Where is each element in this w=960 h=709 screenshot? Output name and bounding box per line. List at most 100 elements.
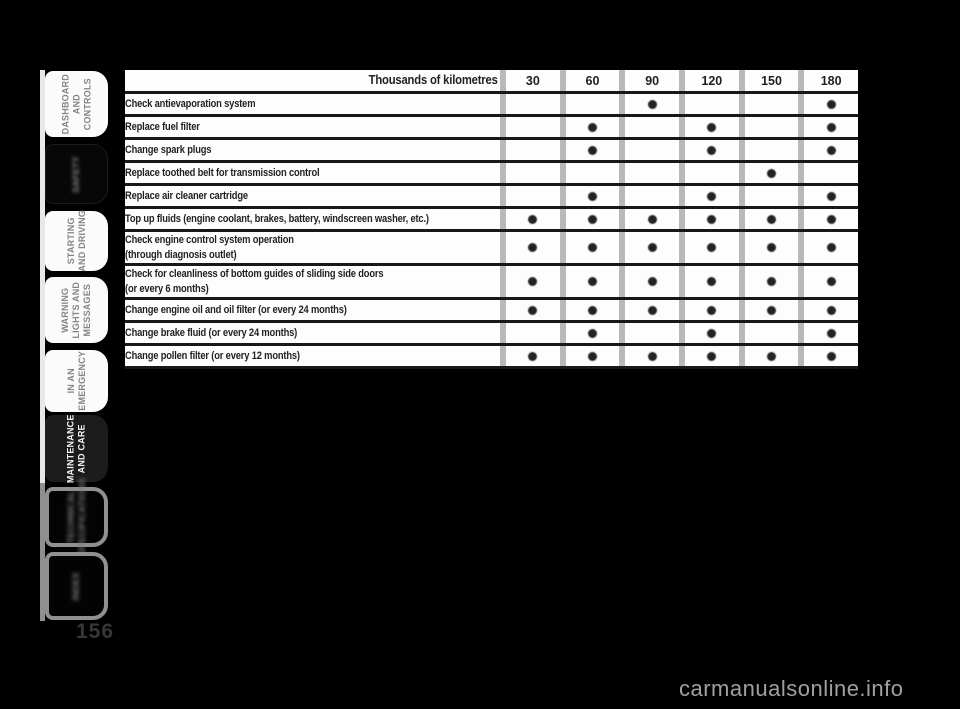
- interval-cell-150: [738, 209, 799, 229]
- page-number: 156: [76, 620, 115, 643]
- service-dot: [528, 305, 538, 315]
- interval-cell-60: [559, 232, 620, 263]
- interval-cell-90: [619, 266, 679, 297]
- service-dot: [766, 305, 776, 315]
- service-dot: [587, 328, 597, 338]
- sidebar-tab-index[interactable]: INDEX: [45, 552, 108, 620]
- watermark-link[interactable]: carmanualsonline.info: [679, 676, 904, 701]
- operation-label: Replace toothed belt for transmission co…: [125, 166, 320, 179]
- service-dot: [647, 243, 657, 252]
- operation-label-cell: Check engine control system operation (t…: [125, 232, 500, 263]
- interval-cell-30: [500, 346, 560, 366]
- interval-cell-120: [679, 266, 739, 297]
- interval-cell-60: [559, 140, 620, 160]
- service-dot: [766, 351, 776, 361]
- sidebar-tab-dashboard-and-controls[interactable]: DASHBOARD AND CONTROLS: [45, 71, 108, 137]
- table-row: Top up fluids (engine coolant, brakes, b…: [125, 209, 858, 232]
- operation-label: Replace fuel filter: [125, 120, 200, 133]
- interval-cell-180: [798, 186, 858, 206]
- service-dot: [826, 191, 836, 201]
- service-dot: [707, 277, 717, 286]
- sidebar-tab-label: IN AN EMERGENCY: [65, 351, 87, 411]
- service-dot: [826, 243, 836, 252]
- service-dot: [826, 328, 836, 338]
- operation-label-cell: Replace toothed belt for transmission co…: [125, 163, 500, 183]
- interval-cell-180: [798, 346, 858, 366]
- interval-cell-150: [738, 163, 799, 183]
- interval-cell-60: [559, 117, 620, 137]
- page-spine-top: [40, 70, 45, 483]
- table-row: Change engine oil and oil filter (or eve…: [125, 300, 858, 323]
- service-dot: [707, 145, 717, 155]
- interval-cell-180: [798, 163, 858, 183]
- sidebar-tab-starting-and-driving[interactable]: STARTING AND DRIVING: [45, 210, 108, 272]
- table-row: Check for cleanliness of bottom guides o…: [125, 266, 858, 300]
- sidebar-tab-technical-specifications[interactable]: TECHNICAL SPECIFICATIONS: [45, 478, 108, 556]
- sidebar-tab-warning-lights-and-messages[interactable]: WARNING LIGHTS AND MESSAGES: [45, 277, 108, 343]
- service-dot: [587, 145, 597, 155]
- interval-cell-60: [559, 323, 620, 343]
- interval-cell-30: [500, 94, 560, 114]
- column-header-30: 30: [500, 70, 560, 91]
- operation-label-cell: Replace air cleaner cartridge: [125, 186, 500, 206]
- interval-cell-120: [679, 209, 739, 229]
- interval-cell-120: [679, 232, 739, 263]
- service-dot: [826, 277, 836, 286]
- interval-cell-120: [679, 140, 739, 160]
- interval-cell-180: [798, 117, 858, 137]
- service-dot: [707, 191, 717, 201]
- service-dot: [826, 214, 836, 224]
- interval-cell-150: [738, 140, 799, 160]
- sidebar-tab-maintenance-and-care[interactable]: MAINTENANCE AND CARE: [45, 414, 108, 483]
- column-header-value: 180: [820, 73, 842, 88]
- operation-label-cell: Change spark plugs: [125, 140, 500, 160]
- interval-cell-120: [679, 94, 739, 114]
- operation-label: Change engine oil and oil filter (or eve…: [125, 303, 347, 316]
- interval-cell-60: [559, 163, 620, 183]
- interval-cell-30: [500, 209, 560, 229]
- interval-cell-180: [798, 266, 858, 297]
- interval-cell-120: [679, 163, 739, 183]
- interval-cell-60: [559, 266, 620, 297]
- interval-cell-30: [500, 163, 560, 183]
- interval-cell-120: [679, 346, 739, 366]
- column-header-180: 180: [798, 70, 858, 91]
- service-dot: [587, 351, 597, 361]
- service-dot: [587, 243, 597, 252]
- service-dot: [707, 305, 717, 315]
- table-row: Replace air cleaner cartridge: [125, 186, 858, 209]
- interval-cell-180: [798, 209, 858, 229]
- operation-label-cell: Check antievaporation system: [125, 94, 500, 114]
- interval-cell-30: [500, 140, 560, 160]
- interval-cell-90: [619, 232, 679, 263]
- interval-cell-60: [559, 94, 620, 114]
- sidebar-tab-label: TECHNICAL SPECIFICATIONS: [65, 478, 87, 556]
- interval-cell-120: [679, 117, 739, 137]
- interval-cell-30: [500, 117, 560, 137]
- interval-cell-150: [738, 232, 799, 263]
- table-row: Change pollen filter (or every 12 months…: [125, 346, 858, 369]
- operation-label: Check for cleanliness of bottom guides o…: [125, 268, 384, 295]
- column-header-60: 60: [559, 70, 620, 91]
- sidebar-tab-in-an-emergency[interactable]: IN AN EMERGENCY: [45, 350, 108, 412]
- sidebar-tab-safety[interactable]: SAFETY: [45, 144, 108, 204]
- operation-label: Change brake fluid (or every 24 months): [125, 326, 298, 339]
- table-row: Replace fuel filter: [125, 117, 858, 140]
- column-header-value: 30: [525, 73, 540, 88]
- service-dot: [647, 277, 657, 286]
- service-dot: [707, 351, 717, 361]
- service-dot: [766, 277, 776, 286]
- interval-cell-150: [738, 266, 799, 297]
- operation-label-cell: Change brake fluid (or every 24 months): [125, 323, 500, 343]
- thousands-of-kilometres-label: Thousands of kilometres: [368, 73, 498, 88]
- interval-cell-180: [798, 232, 858, 263]
- operation-label-cell: Top up fluids (engine coolant, brakes, b…: [125, 209, 500, 229]
- service-dot: [528, 214, 538, 224]
- service-dot: [647, 351, 657, 361]
- service-dot: [766, 168, 776, 178]
- interval-cell-120: [679, 323, 739, 343]
- sidebar-tab-label: INDEX: [71, 571, 82, 601]
- interval-cell-150: [738, 300, 799, 320]
- interval-cell-30: [500, 232, 560, 263]
- operation-label-cell: Change engine oil and oil filter (or eve…: [125, 300, 500, 320]
